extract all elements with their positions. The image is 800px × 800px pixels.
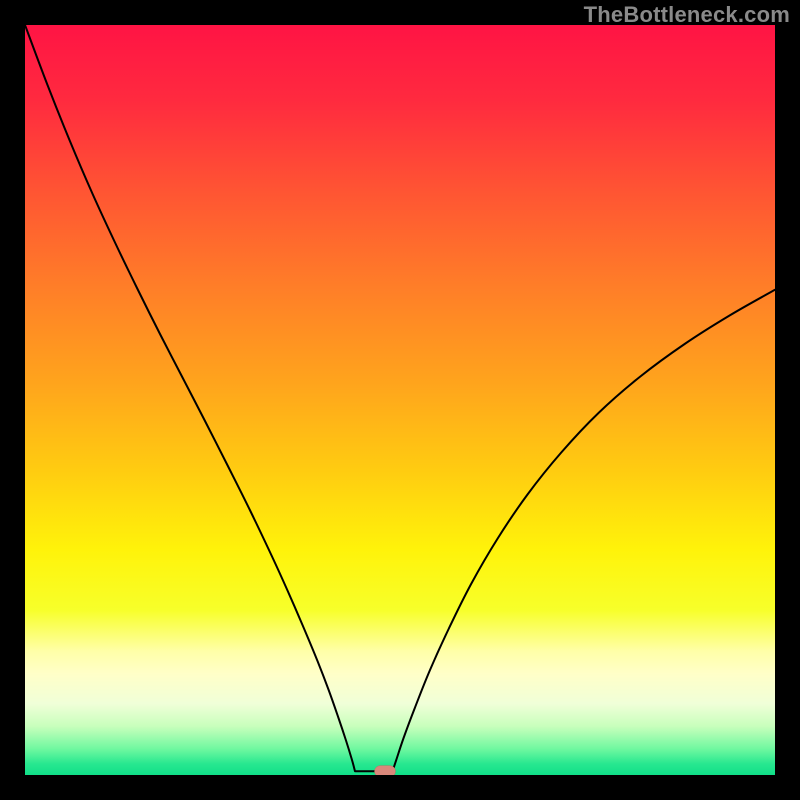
plot-svg	[25, 25, 775, 775]
minimum-marker	[375, 766, 396, 775]
plot-area	[25, 25, 775, 775]
watermark-text: TheBottleneck.com	[584, 2, 790, 28]
gradient-background	[25, 25, 775, 775]
chart-frame: TheBottleneck.com	[0, 0, 800, 800]
